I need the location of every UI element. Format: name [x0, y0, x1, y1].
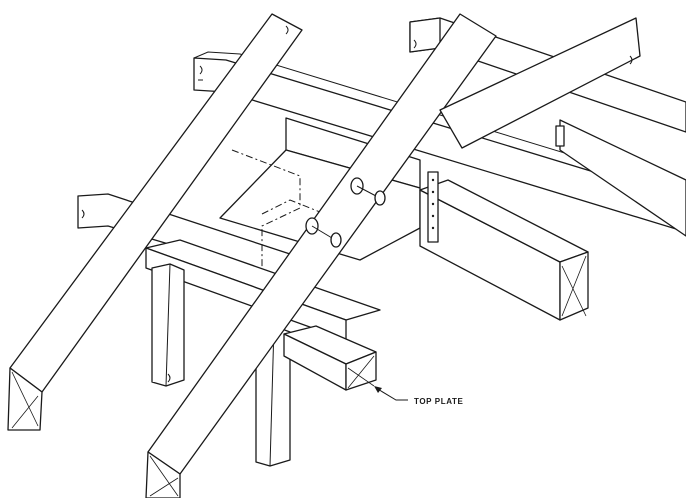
- metal-strap: [427, 125, 565, 243]
- center-rafter: [145, 13, 497, 498]
- right-joist: [419, 179, 589, 321]
- left-post: [151, 263, 185, 387]
- bolts: [305, 177, 386, 248]
- top-plate-label: TOP PLATE: [414, 397, 464, 406]
- top-plate: [283, 325, 377, 391]
- top-plate-leader: [374, 386, 408, 401]
- left-rafter: [7, 13, 303, 431]
- right-rafter: [439, 17, 641, 149]
